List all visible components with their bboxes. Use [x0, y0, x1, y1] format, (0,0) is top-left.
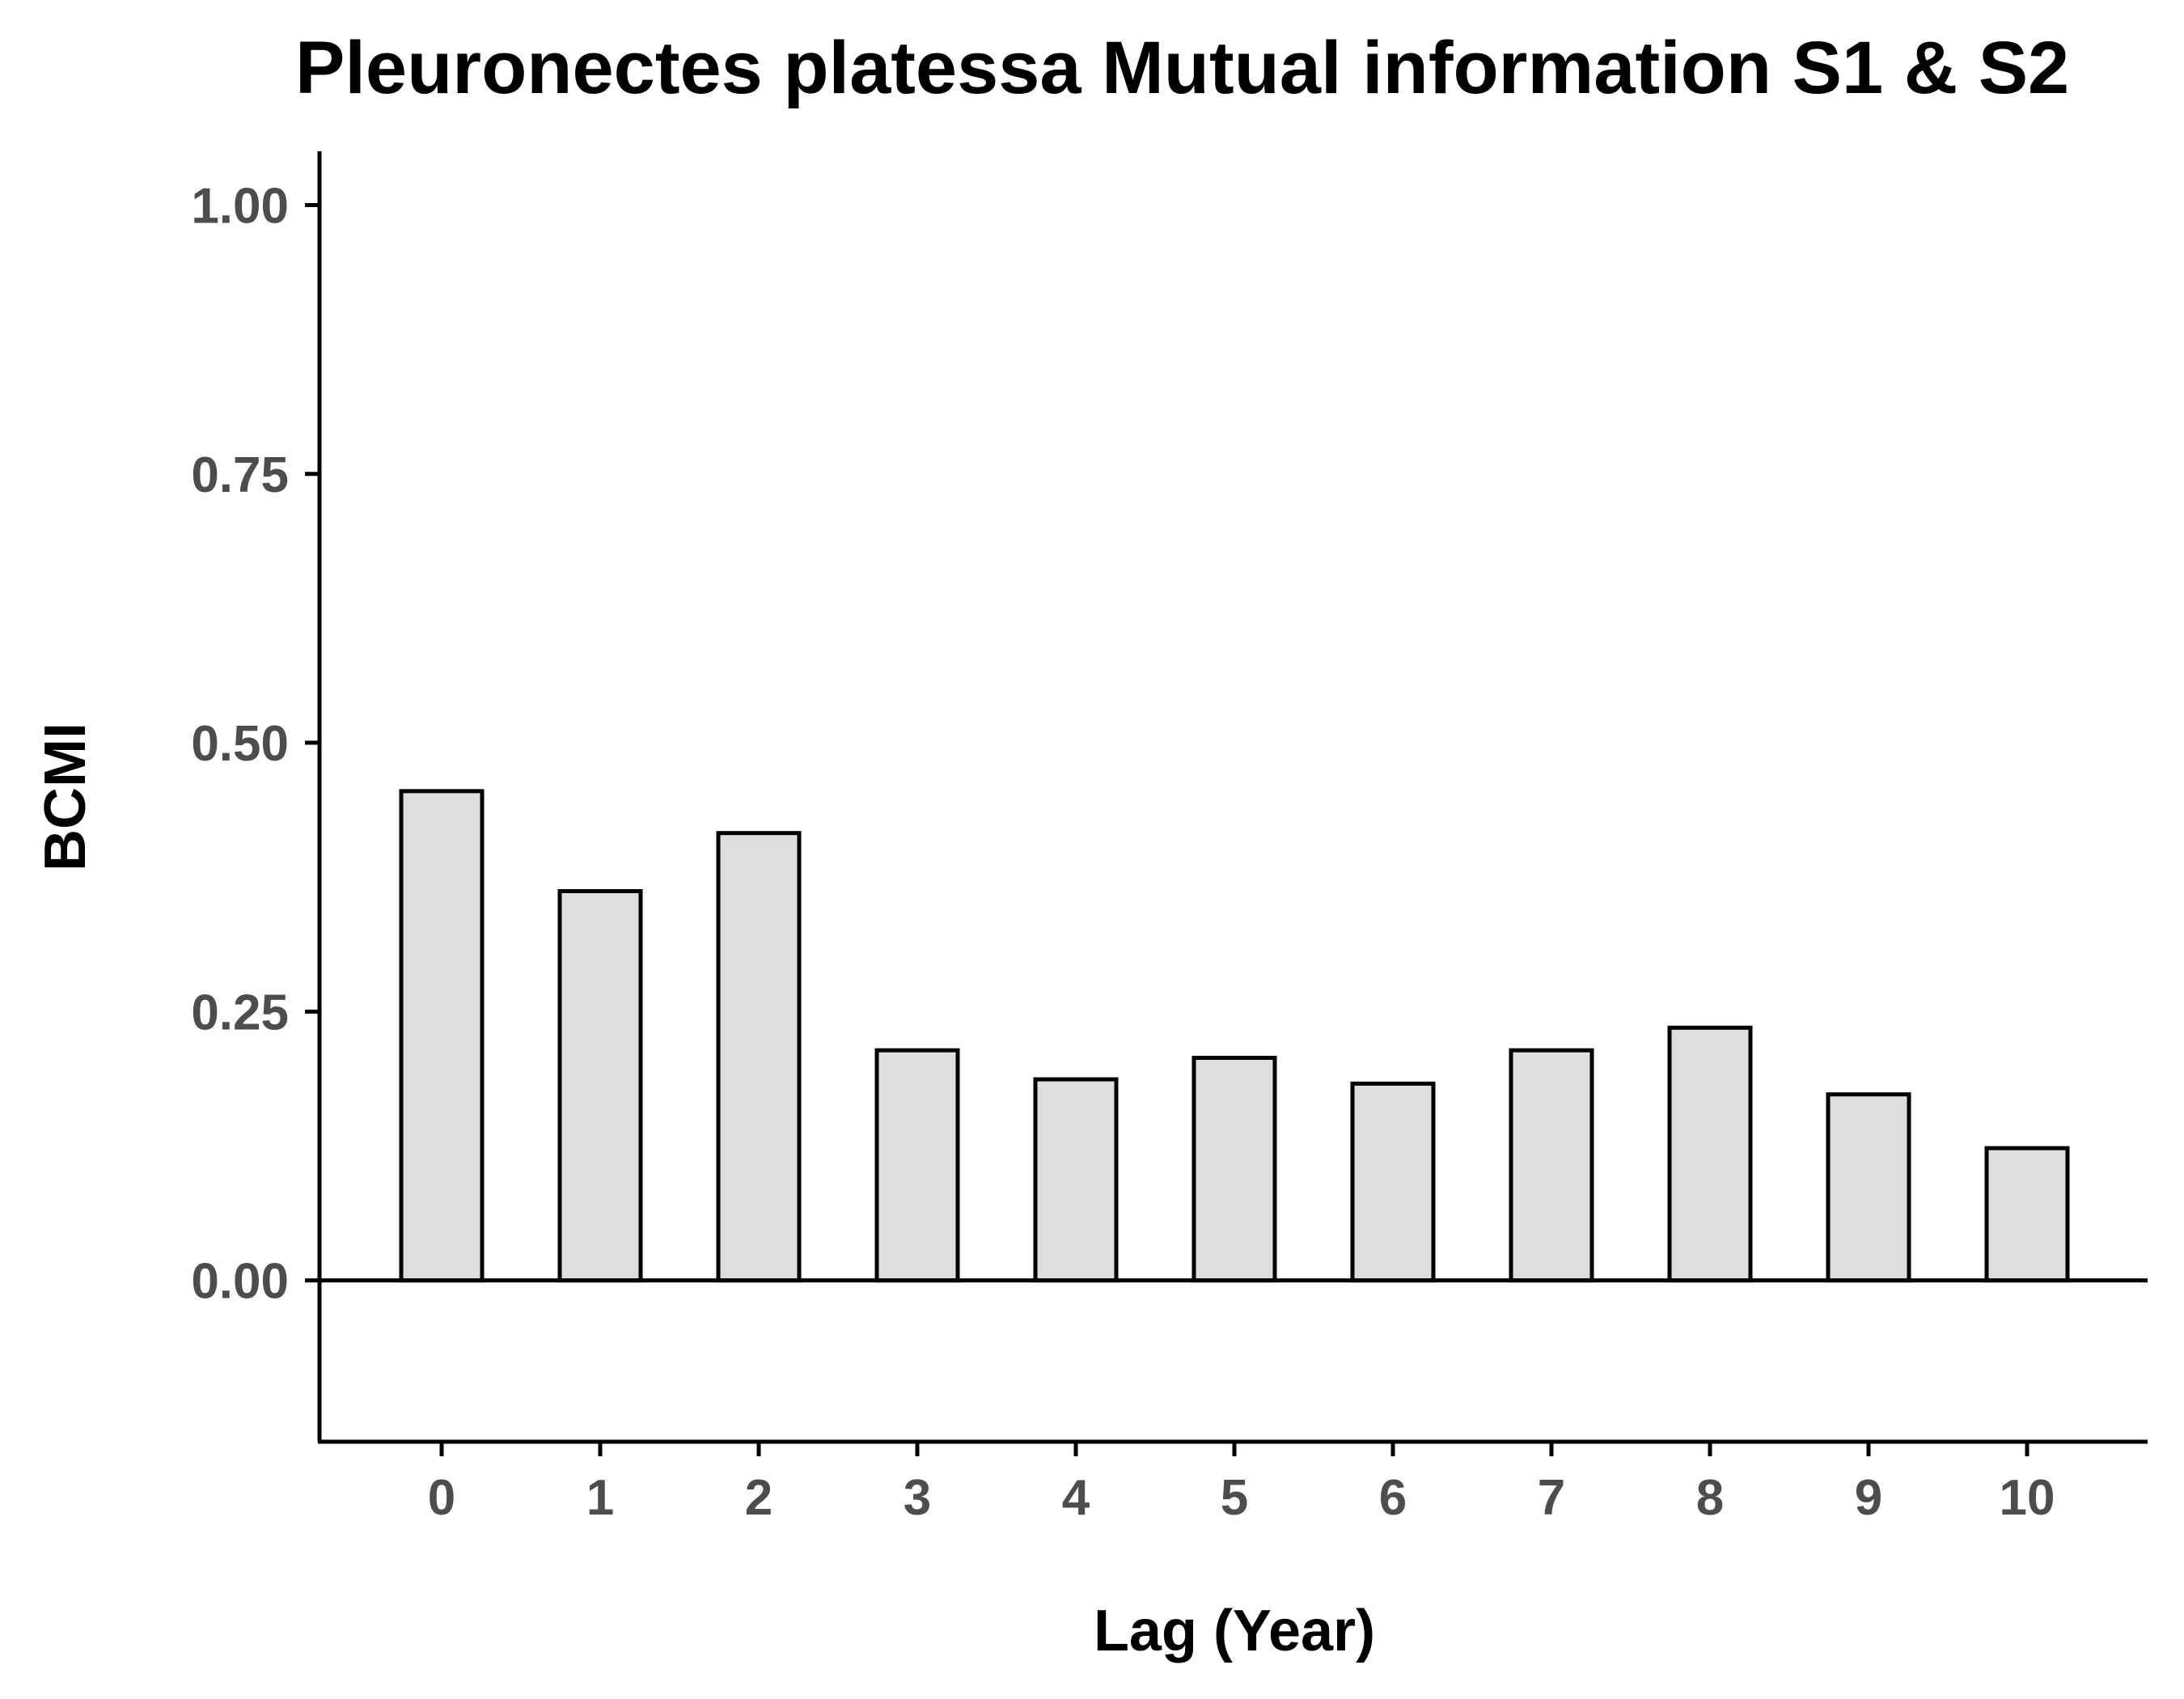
x-tick-label: 4 [1062, 1470, 1090, 1526]
y-tick-label: 1.00 [191, 178, 289, 234]
bar-lag-4 [1033, 1077, 1119, 1283]
y-tick-label: 0.00 [191, 1254, 289, 1310]
y-axis-label: BCMI [33, 722, 98, 871]
y-tick-label: 0.25 [191, 985, 289, 1040]
bar-lag-8 [1667, 1025, 1753, 1283]
x-tick-label: 6 [1379, 1470, 1407, 1526]
y-tick-label: 0.75 [191, 447, 289, 503]
x-tick-label: 2 [745, 1470, 772, 1526]
x-tick-label: 3 [904, 1470, 931, 1526]
x-tick-label: 5 [1221, 1470, 1248, 1526]
x-axis-label: Lag (Year) [1094, 1599, 1375, 1663]
y-tick-label: 0.50 [191, 716, 289, 772]
y-axis-ticks: 0.00 0.25 0.50 0.75 1.00 [191, 178, 320, 1310]
bar-lag-3 [874, 1048, 960, 1283]
x-tick-label: 1 [586, 1470, 614, 1526]
bars [399, 789, 2070, 1283]
bar-lag-2 [716, 831, 802, 1283]
bar-lag-1 [557, 888, 643, 1283]
bar-lag-9 [1826, 1092, 1911, 1283]
bar-lag-10 [1984, 1146, 2070, 1283]
bar-lag-6 [1350, 1081, 1436, 1283]
x-tick-label: 10 [2000, 1470, 2055, 1526]
bar-lag-7 [1509, 1048, 1594, 1283]
x-tick-label: 7 [1538, 1470, 1565, 1526]
bar-lag-0 [399, 789, 485, 1283]
bar-lag-5 [1191, 1055, 1277, 1283]
x-axis-ticks: 0 1 2 3 4 5 6 7 8 9 10 [428, 1442, 2055, 1526]
x-tick-label: 9 [1855, 1470, 1882, 1526]
chart-title: Pleuronectes platessa Mutual information… [295, 27, 2069, 109]
x-tick-label: 0 [428, 1470, 455, 1526]
x-tick-label: 8 [1696, 1470, 1724, 1526]
